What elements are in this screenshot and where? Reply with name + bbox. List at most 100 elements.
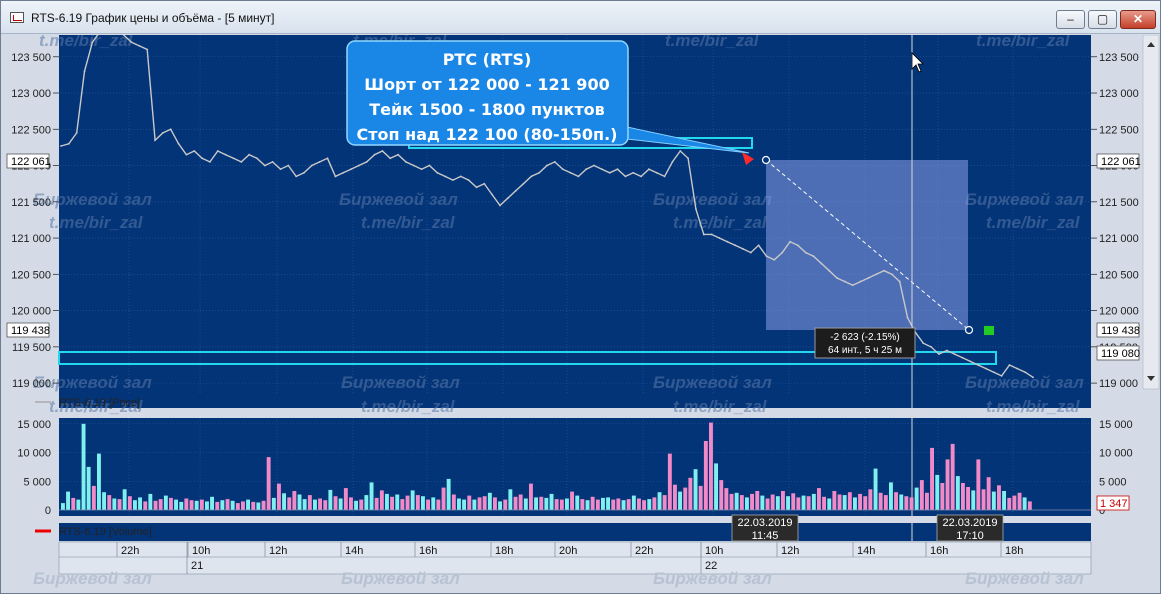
scroll-up-icon[interactable] <box>1147 42 1155 47</box>
volume-bar <box>369 482 374 510</box>
price-point <box>796 244 799 247</box>
volume-bar <box>374 497 379 510</box>
time-label-1145-date: 22.03.2019 <box>737 517 792 529</box>
watermark-text: Биржевой зал <box>653 373 772 392</box>
volume-bar <box>235 503 240 510</box>
price-point <box>256 157 258 160</box>
price-point <box>499 204 501 207</box>
watermark-text: Биржевой зал <box>33 373 152 392</box>
time-tick-label: 20h <box>559 545 577 557</box>
price-point <box>185 153 188 156</box>
volume-bar <box>405 495 410 510</box>
price-point <box>906 316 909 319</box>
volume-bar <box>801 495 806 510</box>
time-tick-label: 16h <box>930 545 948 557</box>
price-point <box>734 244 737 247</box>
volume-bar <box>282 493 286 510</box>
watermark-text: t.me/bir_zal <box>986 397 1081 416</box>
volume-bar <box>709 422 713 510</box>
volume-bar <box>112 498 117 510</box>
volume-bar <box>775 496 780 510</box>
volume-bar <box>554 499 559 510</box>
volume-bar <box>431 497 436 510</box>
time-tick-label: 12h <box>269 545 287 557</box>
time-tick-label: 18h <box>495 545 513 557</box>
trend-start-point[interactable] <box>761 155 771 165</box>
volume-bar <box>837 494 842 510</box>
volume-bar <box>745 497 749 510</box>
volume-bar <box>513 496 518 510</box>
price-point <box>177 142 180 145</box>
volume-bar <box>318 498 322 510</box>
volume-bar <box>734 492 739 511</box>
volume-bar <box>647 499 652 510</box>
volume-bar <box>61 503 65 510</box>
volume-series <box>59 422 1091 511</box>
volume-bar <box>338 498 343 510</box>
volume-y-tick-right: 10 000 <box>1099 448 1133 460</box>
volume-bar <box>894 492 898 510</box>
price-point <box>569 171 572 174</box>
volume-bar <box>930 447 934 510</box>
time-axis <box>58 541 1092 575</box>
trend-end-point[interactable] <box>964 325 974 335</box>
title-bar[interactable]: RTS-6.19 График цены и объёма - [5 минут… <box>1 1 1160 34</box>
volume-bar <box>415 495 420 510</box>
trade-callout[interactable]: РТС (RTS) Шорт от 122 000 - 121 900 Тейк… <box>346 40 750 154</box>
price-point <box>91 41 94 44</box>
volume-bar <box>477 497 482 510</box>
volume-bar <box>122 489 127 510</box>
volume-bar <box>364 495 369 510</box>
volume-bar <box>940 483 945 510</box>
volume-bar <box>966 487 970 510</box>
price-point <box>295 175 298 178</box>
price-point <box>303 171 305 174</box>
volume-bar <box>215 501 220 510</box>
price-y-tick-right: 120 000 <box>1099 306 1139 318</box>
volume-bar <box>698 485 703 510</box>
price-point <box>702 233 705 236</box>
volume-bar <box>251 501 256 510</box>
close-button[interactable]: ✕ <box>1120 10 1156 29</box>
volume-bar <box>621 500 626 510</box>
volume-bar <box>703 441 708 510</box>
scroll-down-icon[interactable] <box>1147 376 1155 381</box>
volume-bar <box>889 482 893 510</box>
volume-bar <box>719 480 724 510</box>
volume-bar <box>662 495 667 510</box>
maximize-button[interactable]: ▢ <box>1088 10 1117 29</box>
price-point <box>514 190 517 192</box>
volume-bar <box>755 491 760 510</box>
price-point <box>593 164 595 167</box>
volume-panel[interactable] <box>59 418 1091 516</box>
volume-bar <box>986 477 991 510</box>
watermark-text: Биржевой зал <box>965 569 1084 588</box>
volume-y-axis-left: 0 5 000 10 000 15 000 <box>17 419 51 517</box>
price-point <box>608 171 611 174</box>
volume-bar <box>693 469 698 510</box>
price-point <box>122 35 125 36</box>
chart-stage[interactable]: t.me/bir_zal t.me/bir_zal t.me/bir_zal t.me… <box>1 35 1160 594</box>
volume-bar <box>457 498 461 510</box>
volume-bar <box>76 499 81 510</box>
volume-y-tick-left: 10 000 <box>17 448 51 460</box>
watermark-text: Биржевой зал <box>339 190 458 209</box>
price-point <box>757 244 760 247</box>
price-point <box>365 161 368 163</box>
price-point <box>381 150 384 152</box>
price-point <box>154 139 156 142</box>
price-point <box>444 175 446 178</box>
volume-bar <box>487 492 492 511</box>
price-point <box>146 48 149 51</box>
volume-bar <box>580 499 585 510</box>
watermark-layer: t.me/bir_zal t.me/bir_zal t.me/bir_zal t.me… <box>33 35 1084 416</box>
price-point <box>279 168 282 171</box>
volume-bar <box>158 499 163 510</box>
volume-bar <box>1022 497 1027 510</box>
vertical-scrollbar[interactable] <box>1142 35 1160 390</box>
price-point <box>632 171 635 174</box>
volume-bar <box>796 497 801 510</box>
minimize-button[interactable]: ‒ <box>1056 10 1085 29</box>
volume-bar <box>328 489 333 510</box>
volume-bar <box>544 497 549 510</box>
